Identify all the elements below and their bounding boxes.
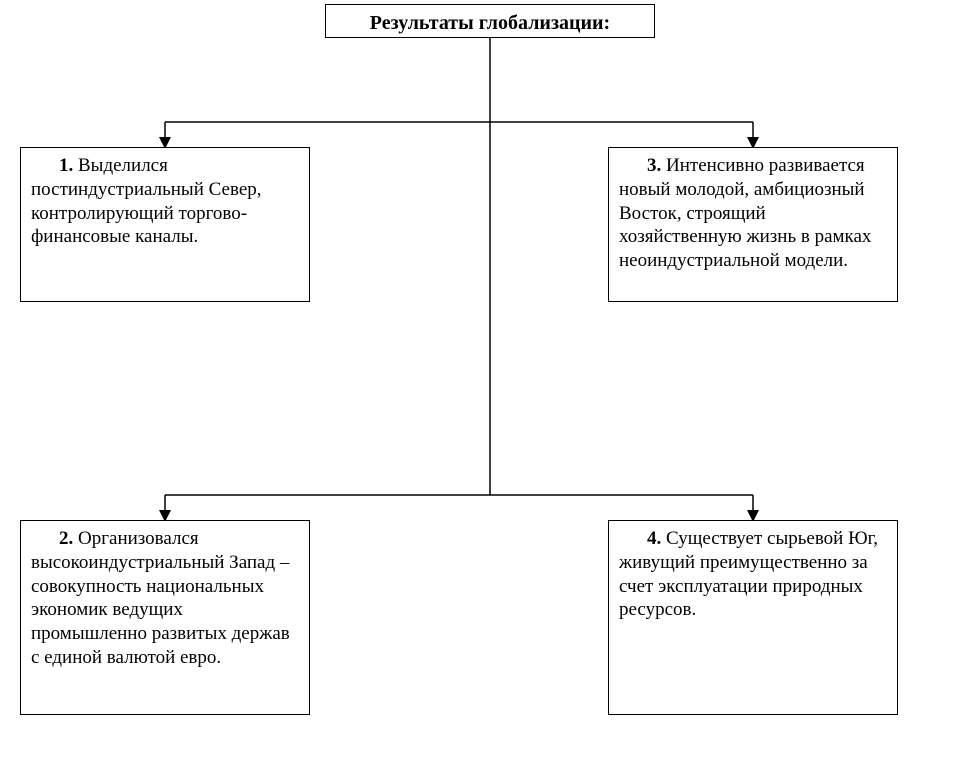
title-box: Результаты глобализации:: [325, 4, 655, 38]
node-2-number: 2.: [59, 528, 73, 549]
node-3-number: 3.: [647, 155, 661, 176]
node-1-north: 1. Выделился постиндустриальный Север, к…: [20, 147, 310, 302]
title-text: Результаты глобализации:: [370, 12, 610, 34]
node-3-east: 3. Интенсивно развивается новый молодой,…: [608, 147, 898, 302]
node-2-west: 2. Организовался высокоиндустриальный За…: [20, 520, 310, 715]
diagram-canvas: Результаты глобализации: 1. Выделился по…: [0, 0, 980, 768]
node-4-south: 4. Существует сырьевой Юг, живущий преим…: [608, 520, 898, 715]
node-4-number: 4.: [647, 528, 661, 549]
node-1-number: 1.: [59, 155, 73, 176]
